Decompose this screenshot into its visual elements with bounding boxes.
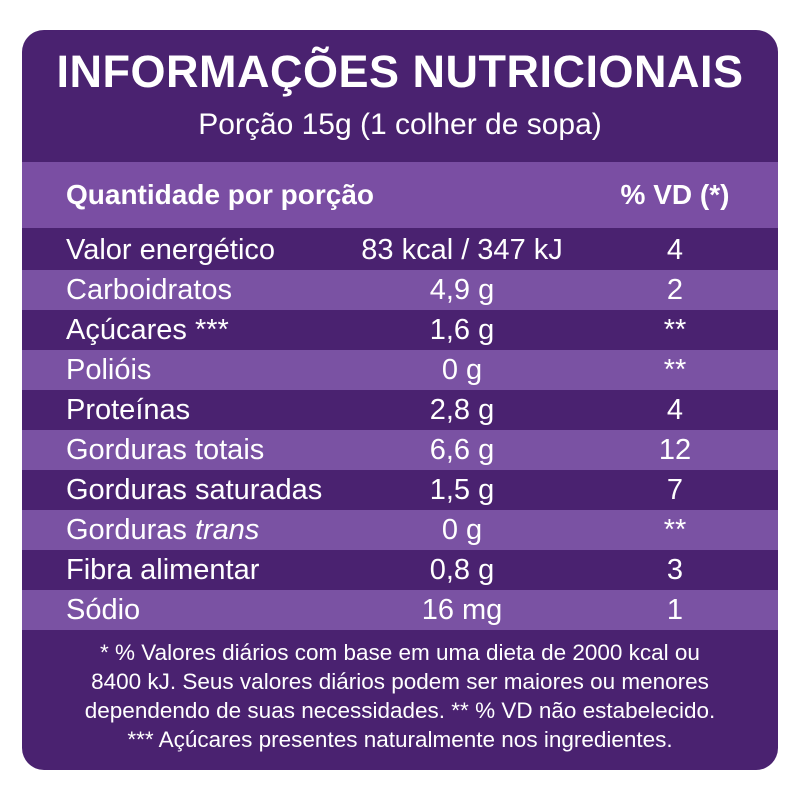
nutrient-name-text: Polióis: [66, 354, 152, 386]
nutrient-name: Polióis: [66, 350, 151, 390]
daily-value: 2: [666, 274, 684, 306]
table-row: Gorduras saturadas 1,5 g 7: [22, 470, 778, 510]
daily-value: 3: [666, 554, 684, 586]
title: INFORMAÇÕES NUTRICIONAIS: [56, 46, 744, 97]
table-row: Sódio 16 mg 1: [22, 590, 778, 630]
column-header: Quantidade por porção: [66, 179, 375, 210]
footnote-line: * % Valores diários com base em uma diet…: [100, 640, 700, 665]
nutrient-name-text: Gorduras: [66, 514, 187, 546]
amount: 0,8 g: [429, 554, 495, 586]
amount: 4,9 g: [429, 274, 495, 306]
nutrient-name-text: Carboidratos: [66, 274, 233, 306]
nutrient-name: Proteínas: [66, 390, 190, 430]
nutrient-name: Sódio: [66, 590, 140, 630]
amount: 83 kcal / 347 kJ: [361, 234, 563, 266]
footnote-line: *** Açúcares presentes naturalmente nos …: [127, 727, 673, 752]
table-row: Proteínas 2,8 g 4: [22, 390, 778, 430]
footnote: * % Valores diários com base em uma diet…: [22, 638, 778, 754]
daily-value: 4: [666, 394, 684, 426]
daily-value: 4: [666, 234, 684, 266]
daily-value: 12: [658, 434, 692, 466]
daily-value: **: [663, 354, 687, 386]
column-header: % VD (*): [620, 179, 730, 210]
nutrient-name-italic: trans: [194, 514, 260, 546]
nutrient-name: Gorduras saturadas: [66, 470, 322, 510]
table-row: Polióis 0 g **: [22, 350, 778, 390]
amount: 1,6 g: [429, 314, 495, 346]
nutrition-panel: INFORMAÇÕES NUTRICIONAIS Porção 15g (1 c…: [22, 30, 778, 770]
nutrient-name-text: Valor energético: [66, 234, 276, 266]
amount: 6,6 g: [429, 434, 495, 466]
table-row: Gorduras trans 0 g **: [22, 510, 778, 550]
amount: 16 mg: [421, 594, 503, 626]
footnote-line: 8400 kJ. Seus valores diários podem ser …: [91, 669, 709, 694]
table-row: Carboidratos 4,9 g 2: [22, 270, 778, 310]
amount: 0 g: [441, 354, 483, 386]
daily-value: 7: [666, 474, 684, 506]
nutrient-name-text: Sódio: [66, 594, 141, 626]
nutrient-name: Gorduras trans: [66, 510, 259, 550]
amount: 2,8 g: [429, 394, 495, 426]
nutrient-name-text: Fibra alimentar: [66, 554, 260, 586]
nutrient-name: Valor energético: [66, 230, 275, 270]
daily-value: **: [663, 314, 687, 346]
daily-value: 1: [666, 594, 684, 626]
table-row: Fibra alimentar 0,8 g 3: [22, 550, 778, 590]
daily-value: **: [663, 514, 687, 546]
nutrient-name-text: Gorduras saturadas: [66, 474, 323, 506]
nutrient-name-text: Proteínas: [66, 394, 191, 426]
nutrient-name: Fibra alimentar: [66, 550, 259, 590]
amount: 0 g: [441, 514, 483, 546]
nutrient-name: Carboidratos: [66, 270, 232, 310]
amount: 1,5 g: [429, 474, 495, 506]
subtitle: Porção 15g (1 colher de sopa): [198, 108, 602, 141]
footnote-line: dependendo de suas necessidades. ** % VD…: [84, 698, 716, 723]
table-row: Açúcares *** 1,6 g **: [22, 310, 778, 350]
table-header: Quantidade por porção % VD (*): [22, 162, 778, 228]
table-row: Gorduras totais 6,6 g 12: [22, 430, 778, 470]
nutrient-name: Gorduras totais: [66, 430, 264, 470]
table-row: Valor energético 83 kcal / 347 kJ 4: [22, 230, 778, 270]
nutrient-name-text: Gorduras totais: [66, 434, 265, 466]
nutrient-name-text: Açúcares ***: [66, 314, 229, 346]
nutrient-name: Açúcares ***: [66, 310, 229, 350]
